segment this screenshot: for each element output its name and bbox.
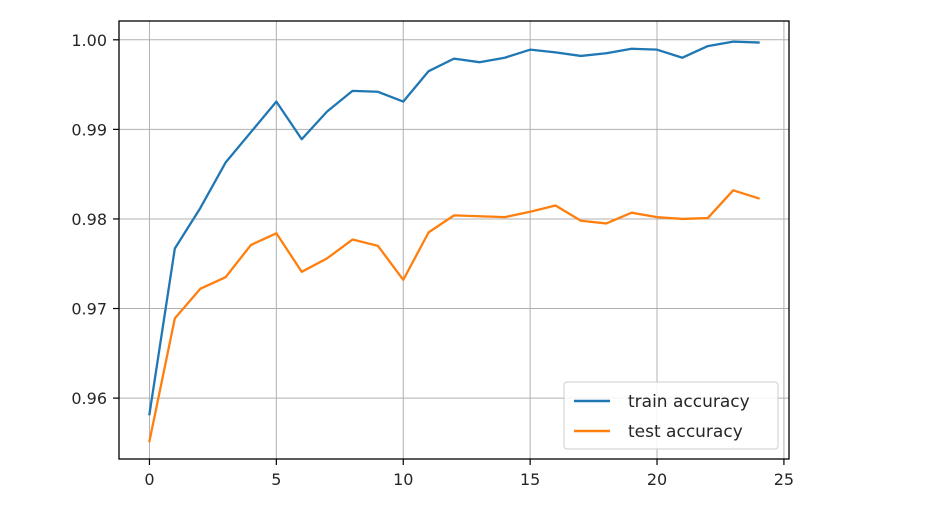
legend: train accuracy test accuracy [563, 381, 779, 450]
y-tick-label: 0.96 [71, 389, 107, 408]
x-tick-label: 0 [144, 470, 154, 489]
x-axis-ticks: 0 5 10 15 20 25 [144, 459, 794, 489]
plot-frame [118, 20, 790, 460]
legend-label-test: test accuracy [628, 422, 743, 442]
train-accuracy-line [148, 40, 760, 416]
x-tick-label: 25 [774, 470, 794, 489]
x-tick-label: 10 [393, 470, 413, 489]
grid-lines [119, 21, 789, 459]
y-tick-label: 0.99 [71, 120, 107, 139]
test-accuracy-line [148, 189, 760, 443]
y-tick-label: 0.97 [71, 300, 107, 319]
y-tick-label: 0.98 [71, 210, 107, 229]
x-tick-label: 5 [271, 470, 281, 489]
legend-label-train: train accuracy [628, 392, 750, 412]
legend-box [563, 381, 779, 450]
series-layer [148, 40, 760, 443]
x-tick-label: 15 [520, 470, 540, 489]
x-tick-label: 20 [647, 470, 667, 489]
y-tick-label: 1.00 [71, 31, 107, 50]
y-axis-ticks: 0.96 0.97 0.98 0.99 1.00 [71, 31, 119, 408]
